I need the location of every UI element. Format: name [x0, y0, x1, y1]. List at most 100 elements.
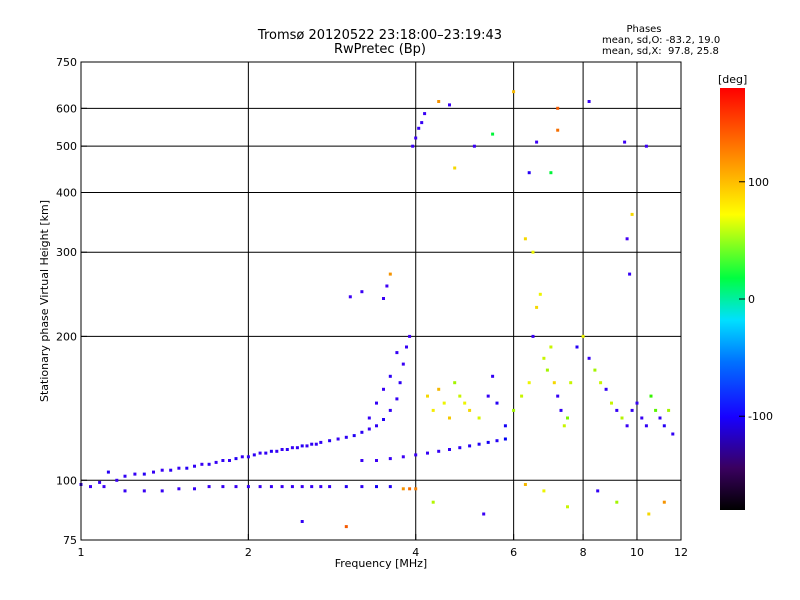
y-tick-label: 600 — [56, 102, 77, 115]
data-point — [336, 437, 340, 441]
data-point — [382, 387, 385, 391]
data-point — [610, 401, 613, 405]
data-point — [360, 459, 364, 462]
data-point — [556, 394, 560, 398]
data-point — [599, 381, 603, 385]
phase-stats-o: mean, sd,O: -83.2, 19.0 — [602, 35, 721, 46]
data-point — [414, 136, 418, 140]
data-point — [477, 416, 481, 420]
data-point — [649, 394, 653, 398]
data-points — [79, 90, 675, 529]
data-point — [566, 416, 569, 420]
data-point — [300, 485, 304, 489]
data-point — [388, 272, 392, 276]
data-point — [604, 387, 608, 391]
colorbar: [deg] 100 0 -100 — [718, 73, 773, 510]
data-point — [562, 424, 566, 428]
data-point — [486, 394, 490, 398]
data-point — [405, 345, 408, 349]
data-point — [258, 451, 262, 455]
data-point — [133, 472, 137, 476]
data-point — [115, 478, 119, 482]
data-point — [658, 416, 662, 420]
data-point — [458, 446, 462, 450]
data-point — [240, 455, 244, 459]
x-tick-label: 8 — [580, 546, 587, 559]
data-point — [556, 128, 560, 132]
data-point — [214, 460, 218, 464]
data-point — [495, 401, 499, 405]
data-point — [635, 401, 639, 405]
data-point — [344, 485, 348, 489]
data-point — [401, 455, 405, 459]
data-point — [495, 439, 499, 443]
data-point — [234, 457, 238, 461]
data-point — [102, 485, 106, 489]
x-tick-label: 1 — [78, 546, 85, 559]
colorbar-tick-label: 0 — [748, 293, 755, 306]
colorbar-ticks: 100 0 -100 — [739, 176, 773, 423]
data-point — [535, 305, 539, 309]
data-point — [453, 166, 457, 170]
data-point — [556, 106, 560, 110]
data-point — [542, 356, 546, 360]
data-point — [448, 416, 451, 420]
data-point — [463, 401, 467, 405]
data-point — [221, 485, 225, 489]
colorbar-label: [deg] — [718, 73, 747, 86]
data-point — [395, 397, 399, 401]
data-point — [468, 444, 472, 448]
data-point — [420, 121, 424, 125]
data-point — [628, 272, 632, 276]
data-point — [314, 442, 318, 446]
data-point — [269, 485, 273, 489]
data-point — [388, 374, 392, 378]
data-point — [491, 132, 495, 136]
data-point — [468, 408, 472, 412]
data-point — [414, 453, 418, 457]
data-point — [123, 489, 127, 493]
data-point — [398, 381, 402, 385]
data-point — [193, 464, 196, 468]
data-point — [98, 480, 102, 484]
data-point — [388, 408, 392, 412]
x-tick-label: 10 — [630, 546, 644, 559]
data-point — [527, 171, 531, 175]
data-point — [300, 444, 304, 448]
x-tick-label: 4 — [412, 546, 419, 559]
data-point — [258, 485, 262, 489]
data-point — [431, 408, 435, 412]
data-point — [596, 489, 600, 493]
data-point — [423, 112, 427, 116]
data-point — [448, 103, 451, 107]
data-point — [538, 292, 542, 296]
data-point — [542, 489, 546, 493]
data-point — [615, 500, 619, 504]
data-point — [545, 368, 549, 372]
data-point — [512, 90, 516, 94]
data-point — [549, 171, 553, 175]
plot-frame — [80, 61, 682, 541]
data-point — [575, 345, 579, 349]
data-point — [177, 487, 181, 491]
data-point — [549, 345, 553, 349]
y-axis-label: Stationary phase Virtual Height [km] — [38, 200, 51, 402]
grid — [81, 62, 681, 540]
data-point — [527, 381, 531, 385]
x-tick-label: 12 — [674, 546, 688, 559]
data-point — [177, 466, 181, 470]
data-point — [620, 416, 624, 420]
data-point — [431, 500, 435, 504]
y-tick-label: 500 — [56, 140, 77, 153]
data-point — [587, 356, 591, 360]
x-tick-label: 6 — [510, 546, 517, 559]
data-point — [185, 466, 189, 470]
data-point — [360, 290, 364, 294]
data-point — [401, 362, 405, 366]
data-point — [280, 448, 284, 451]
data-point — [437, 449, 441, 453]
y-tick-label: 400 — [56, 186, 77, 199]
y-tick-label: 300 — [56, 246, 77, 259]
data-point — [246, 455, 250, 459]
